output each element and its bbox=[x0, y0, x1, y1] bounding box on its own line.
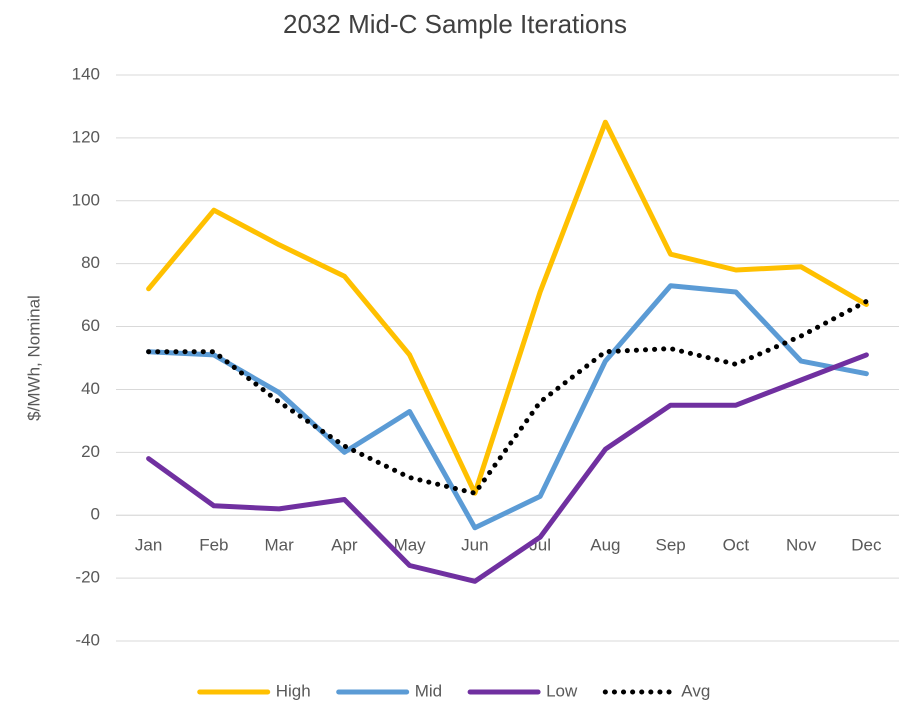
y-tick-label: 60 bbox=[81, 316, 100, 335]
y-tick-label: 0 bbox=[91, 505, 100, 524]
y-axis-label: $/MWh, Nominal bbox=[24, 295, 43, 421]
x-tick-label: Aug bbox=[590, 536, 620, 555]
y-tick-label: 140 bbox=[72, 64, 100, 83]
x-tick-label: Sep bbox=[656, 536, 686, 555]
x-tick-label: Oct bbox=[723, 536, 750, 555]
y-tick-label: 20 bbox=[81, 442, 100, 461]
x-tick-label: Jan bbox=[135, 536, 162, 555]
x-tick-label: Dec bbox=[851, 536, 882, 555]
legend-label: High bbox=[276, 681, 311, 700]
x-tick-label: Mar bbox=[264, 536, 294, 555]
x-tick-label: Jun bbox=[461, 536, 488, 555]
series-line bbox=[146, 119, 869, 496]
chart-title: 2032 Mid-C Sample Iterations bbox=[283, 9, 627, 39]
x-tick-label: Nov bbox=[786, 536, 817, 555]
x-tick-label: Feb bbox=[199, 536, 228, 555]
y-tick-label: -40 bbox=[75, 630, 100, 649]
x-tick-label: May bbox=[394, 536, 427, 555]
y-tick-label: 100 bbox=[72, 190, 100, 209]
y-tick-label: 80 bbox=[81, 253, 100, 272]
series-line bbox=[146, 283, 869, 531]
series-line bbox=[146, 352, 869, 584]
legend-label: Mid bbox=[415, 681, 442, 700]
legend-label: Low bbox=[546, 681, 578, 700]
y-tick-label: -20 bbox=[75, 568, 100, 587]
x-tick-label: Apr bbox=[331, 536, 358, 555]
y-tick-label: 40 bbox=[81, 379, 100, 398]
legend-label: Avg bbox=[681, 681, 710, 700]
y-tick-label: 120 bbox=[72, 127, 100, 146]
